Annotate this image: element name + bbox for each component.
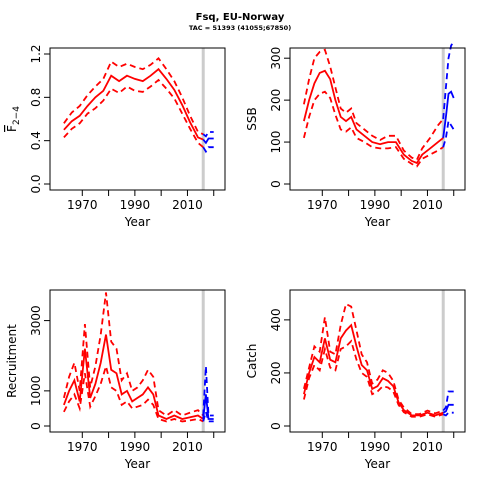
y-tick-label: 1000 <box>29 376 43 407</box>
y-tick-label: 0 <box>29 422 43 430</box>
series-forecast-upper <box>442 40 455 120</box>
series-historic-lower <box>63 362 204 423</box>
x-tick-label: 2010 <box>412 198 443 212</box>
plot-frame <box>289 289 466 433</box>
series-historic-upper <box>63 292 204 417</box>
x-tick-label: 2010 <box>172 440 203 454</box>
x-tick-label: 1990 <box>360 440 391 454</box>
y-tick-label: 0 <box>269 422 283 430</box>
figure-subtitle: TAC = 51393 (41055;67850) <box>189 24 291 32</box>
x-axis-label: Year <box>364 457 390 471</box>
series-forecast-median <box>442 403 454 414</box>
y-axis-label: Recruitment <box>5 324 19 398</box>
y-tick-label: 0.0 <box>29 174 43 193</box>
series-forecast-lower <box>202 408 214 423</box>
series-forecast-lower <box>442 411 454 417</box>
y-tick-label: 100 <box>269 131 283 154</box>
series-forecast-upper <box>442 390 454 412</box>
series-historic-lower <box>63 78 204 148</box>
x-tick-label: 1990 <box>120 440 151 454</box>
chart-panel-2: 1970 1990 2010 0 100 200 300 Year SSB <box>245 40 466 229</box>
series-historic-upper <box>303 302 444 416</box>
y-tick-label: 300 <box>269 47 283 70</box>
x-tick-label: 1970 <box>67 440 98 454</box>
series-forecast-median <box>202 394 214 420</box>
chart-panel-3: 1970 1990 2010 0 1000 3000 Year Recruitment <box>5 289 226 471</box>
x-axis-label: Year <box>364 215 390 229</box>
series-forecast-lower <box>442 118 455 148</box>
plot-frame <box>289 47 466 191</box>
plot-frame <box>49 289 226 433</box>
y-axis-label: SSB <box>245 107 259 130</box>
series-historic-upper <box>63 56 204 136</box>
series-forecast-upper <box>202 366 214 417</box>
y-axis-label: F2−4 <box>5 106 22 132</box>
series-forecast-lower <box>202 146 214 154</box>
chart-panel-4: 1970 1990 2010 0 200 400 Year Catch <box>245 289 466 471</box>
y-axis-label: Catch <box>245 344 259 379</box>
y-tick-label: 0.8 <box>29 88 43 107</box>
series-historic-upper <box>303 48 444 161</box>
series-historic-lower <box>303 90 444 168</box>
x-tick-label: 2010 <box>412 440 443 454</box>
y-tick-label: 0.4 <box>29 131 43 150</box>
y-tick-label: 200 <box>269 89 283 112</box>
y-tick-label: 0 <box>269 180 283 188</box>
x-tick-label: 2010 <box>172 198 203 212</box>
y-tick-label: 1.2 <box>29 44 43 63</box>
series-historic-lower <box>303 339 444 418</box>
series-forecast-median <box>202 137 214 145</box>
y-tick-label: 3000 <box>29 305 43 336</box>
x-axis-label: Year <box>124 215 150 229</box>
y-tick-label: 400 <box>269 308 283 331</box>
series-historic-median <box>303 323 444 417</box>
x-tick-label: 1990 <box>120 198 151 212</box>
figure-title: Fsq, EU-Norway <box>196 12 285 23</box>
x-axis-label: Year <box>124 457 150 471</box>
y-tick-label: 200 <box>269 361 283 384</box>
series-historic-median <box>63 67 204 141</box>
series-forecast-upper <box>202 131 214 138</box>
series-forecast-median <box>442 90 455 139</box>
x-tick-label: 1990 <box>360 198 391 212</box>
series-historic-median <box>63 334 204 420</box>
x-tick-label: 1970 <box>67 198 98 212</box>
series-historic-median <box>303 69 444 165</box>
x-tick-label: 1970 <box>307 198 338 212</box>
chart-panel-1: 1970 1990 2010 0.0 0.4 0.8 1.2 Year F2−4 <box>5 44 226 229</box>
x-tick-label: 1970 <box>307 440 338 454</box>
plot-frame <box>49 47 226 191</box>
